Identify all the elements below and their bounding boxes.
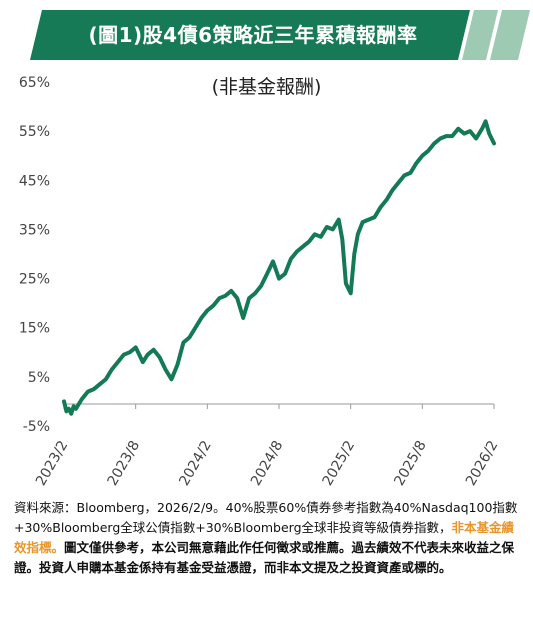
line-chart: 65% 55% 45% 35% 25% 15% 5% -5% 2023/2 2023/8 2024/… xyxy=(19,75,502,489)
y-tick-label: 15% xyxy=(19,321,50,337)
y-tick-label: 5% xyxy=(28,370,50,386)
x-tick-label: 2025/2 xyxy=(320,438,358,489)
series-line xyxy=(62,119,496,416)
banner-dark-band xyxy=(30,10,470,60)
x-tick-label: 2024/8 xyxy=(248,438,286,489)
chart-title: (圖1)股4債6策略近三年累積報酬率 xyxy=(88,23,418,47)
banner-light-stripe-2 xyxy=(490,10,530,60)
y-tick-label: 55% xyxy=(19,124,50,140)
source-note: 資料來源：Bloomberg，2026/2/9。40%股票60%債券參考指數為4… xyxy=(14,500,518,535)
y-tick-label: 65% xyxy=(19,75,50,91)
x-tick-label: 2026/2 xyxy=(463,438,501,489)
chart-subtitle: (非基金報酬) xyxy=(211,76,322,98)
x-tick-label: 2024/2 xyxy=(176,438,214,489)
y-tick-label: -5% xyxy=(23,419,50,435)
y-tick-label: 45% xyxy=(19,173,50,189)
disclaimer-note: 圖文僅供參考，本公司無意藉此作任何徵求或推薦。過去績效不代表未來收益之保證。投資… xyxy=(14,540,515,575)
y-tick-label: 25% xyxy=(19,272,50,288)
banner-light-stripe-1 xyxy=(462,10,498,60)
footer-note: 資料來源：Bloomberg，2026/2/9。40%股票60%債券參考指數為4… xyxy=(14,498,520,578)
y-tick-label: 35% xyxy=(19,222,50,238)
x-tick-label: 2025/8 xyxy=(391,438,429,489)
x-tick-label: 2023/8 xyxy=(105,438,143,489)
x-tick-label: 2023/2 xyxy=(33,438,71,489)
not-fund-benchmark-note: 非本基金績效指標。 xyxy=(14,520,515,555)
title-banner xyxy=(30,10,530,60)
